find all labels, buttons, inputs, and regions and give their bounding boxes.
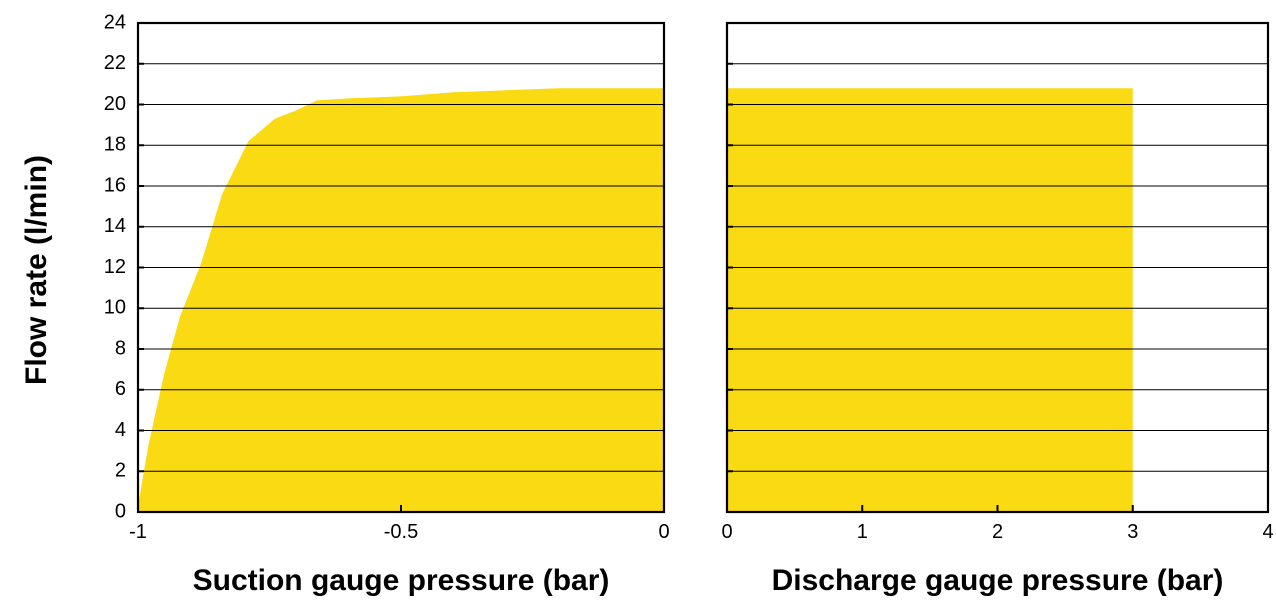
suction-y-tick-label: 12 <box>104 256 126 278</box>
discharge-x-axis-title: Discharge gauge pressure (bar) <box>772 564 1224 597</box>
discharge-x-tick-label: 3 <box>1127 521 1138 543</box>
suction-y-tick-label: 24 <box>104 11 126 33</box>
suction-y-tick-label: 18 <box>104 134 126 156</box>
suction-y-tick-label: 6 <box>115 378 126 400</box>
suction-flow-area <box>138 88 664 512</box>
suction-y-tick-label: 10 <box>104 297 126 319</box>
y-axis-title: Flow rate (l/min) <box>20 155 53 385</box>
suction-x-tick-label: 0 <box>658 521 669 543</box>
suction-x-tick-label: -1 <box>129 521 147 543</box>
suction-y-tick-label: 8 <box>115 337 126 359</box>
suction-y-tick-label: 2 <box>115 460 126 482</box>
suction-y-tick-label: 0 <box>115 500 126 522</box>
suction-y-tick-label: 20 <box>104 93 126 115</box>
suction-y-tick-label: 4 <box>115 419 126 441</box>
discharge-x-tick-label: 2 <box>992 521 1003 543</box>
suction-x-tick-label: -0.5 <box>384 521 418 543</box>
discharge-flow-area <box>727 88 1133 512</box>
suction-x-axis-title: Suction gauge pressure (bar) <box>193 564 610 597</box>
discharge-x-tick-label: 4 <box>1262 521 1273 543</box>
suction-y-tick-label: 16 <box>104 174 126 196</box>
discharge-x-tick-label: 1 <box>857 521 868 543</box>
suction-y-tick-label: 14 <box>104 215 126 237</box>
discharge-x-tick-label: 0 <box>721 521 732 543</box>
suction-y-tick-label: 22 <box>104 52 126 74</box>
discharge-pressure-panel: 0 1 2 3 4 Discharge gauge pressure (bar) <box>721 21 1274 597</box>
